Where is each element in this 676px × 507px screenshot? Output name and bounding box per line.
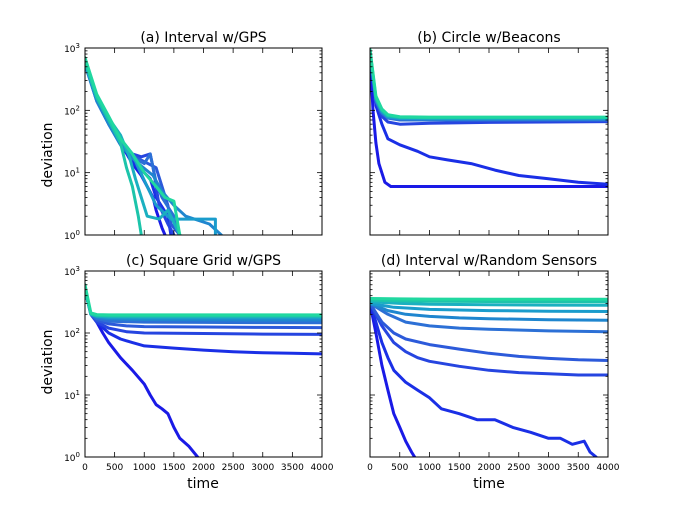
x-tick-label: 4000: [311, 463, 334, 473]
series-line-1: [85, 288, 200, 457]
series-line-7: [85, 60, 217, 235]
x-tick-label: 2500: [222, 463, 245, 473]
series-line-8: [85, 288, 322, 319]
x-tick-label: 0: [82, 463, 88, 473]
x-tick-label: 0: [367, 463, 373, 473]
x-tick-label: 2500: [507, 463, 530, 473]
series-line-3: [370, 301, 608, 377]
series-group: [85, 283, 322, 457]
series-group: [370, 48, 608, 188]
series-line-4: [370, 49, 608, 122]
series-group: [370, 297, 608, 457]
series-line-5: [370, 301, 608, 334]
x-tick-label: 3000: [251, 463, 274, 473]
x-tick-label: 3000: [537, 463, 560, 473]
series-line-3: [370, 49, 608, 126]
series-line-9: [85, 60, 143, 235]
series-line-7: [370, 301, 608, 313]
series-line-4: [85, 58, 182, 235]
ylabel-bottom: deviation: [40, 329, 56, 394]
series-line-1: [370, 301, 417, 457]
y-tick-label: 100: [64, 229, 80, 242]
series-line-6: [370, 49, 608, 120]
y-tick-label: 101: [64, 167, 80, 180]
x-tick-label: 3500: [567, 463, 590, 473]
x-tick-label: 1500: [448, 463, 471, 473]
panel-2: (b) Circle w/Beacons: [369, 30, 609, 236]
panel-title: (a) Interval w/GPS: [140, 30, 266, 46]
x-tick-label: 2000: [192, 463, 215, 473]
panel-title: (c) Square Grid w/GPS: [126, 253, 281, 269]
series-line-10: [85, 56, 182, 235]
y-tick-label: 103: [64, 265, 80, 278]
x-tick-label: 2000: [478, 463, 501, 473]
series-group: [85, 56, 223, 235]
y-tick-label: 102: [64, 327, 80, 340]
panel-1: 100 101 102 103 (a) Interval w/GPS: [64, 30, 323, 242]
x-tick-label: 500: [106, 463, 123, 473]
y-tick-label: 102: [64, 104, 80, 117]
series-line-9: [370, 298, 608, 304]
plot-frame: [369, 47, 609, 236]
panel-3: 100 101 102 103 0 500 1000 1500 2000 2500 3000 3500…: [64, 253, 334, 473]
series-line-4: [370, 301, 608, 362]
y-tick-label: 100: [64, 451, 80, 464]
x-tick-label: 3500: [281, 463, 304, 473]
ylabel-top: deviation: [40, 122, 56, 187]
series-line-2: [370, 301, 598, 457]
series-line-2: [370, 52, 608, 186]
series-line-5: [85, 60, 182, 235]
plot-frame: [84, 270, 323, 458]
series-line-1: [370, 52, 608, 188]
series-line-6: [370, 301, 608, 322]
xlabel-right: time: [473, 476, 505, 492]
series-line-10: [85, 283, 322, 317]
panel-4: 0 500 1000 1500 2000 2500 3000 3500 4000 (d) Inte…: [367, 253, 620, 473]
series-line-10: [370, 297, 608, 301]
series-line-5: [370, 49, 608, 121]
panel-title: (d) Interval w/Random Sensors: [381, 253, 597, 269]
x-tick-label: 500: [391, 463, 408, 473]
series-line-9: [85, 288, 322, 318]
series-line-8: [85, 58, 182, 235]
y-tick-label: 103: [64, 42, 80, 55]
x-tick-label: 1000: [418, 463, 441, 473]
x-tick-label: 1000: [133, 463, 156, 473]
x-tick-label: 4000: [597, 463, 620, 473]
series-line-7: [370, 48, 608, 119]
series-line-8: [370, 300, 608, 307]
x-tick-label: 1500: [162, 463, 185, 473]
series-line-6: [85, 62, 223, 235]
panel-title: (b) Circle w/Beacons: [417, 30, 560, 46]
xlabel-left: time: [187, 476, 219, 492]
y-tick-label: 101: [64, 389, 80, 402]
